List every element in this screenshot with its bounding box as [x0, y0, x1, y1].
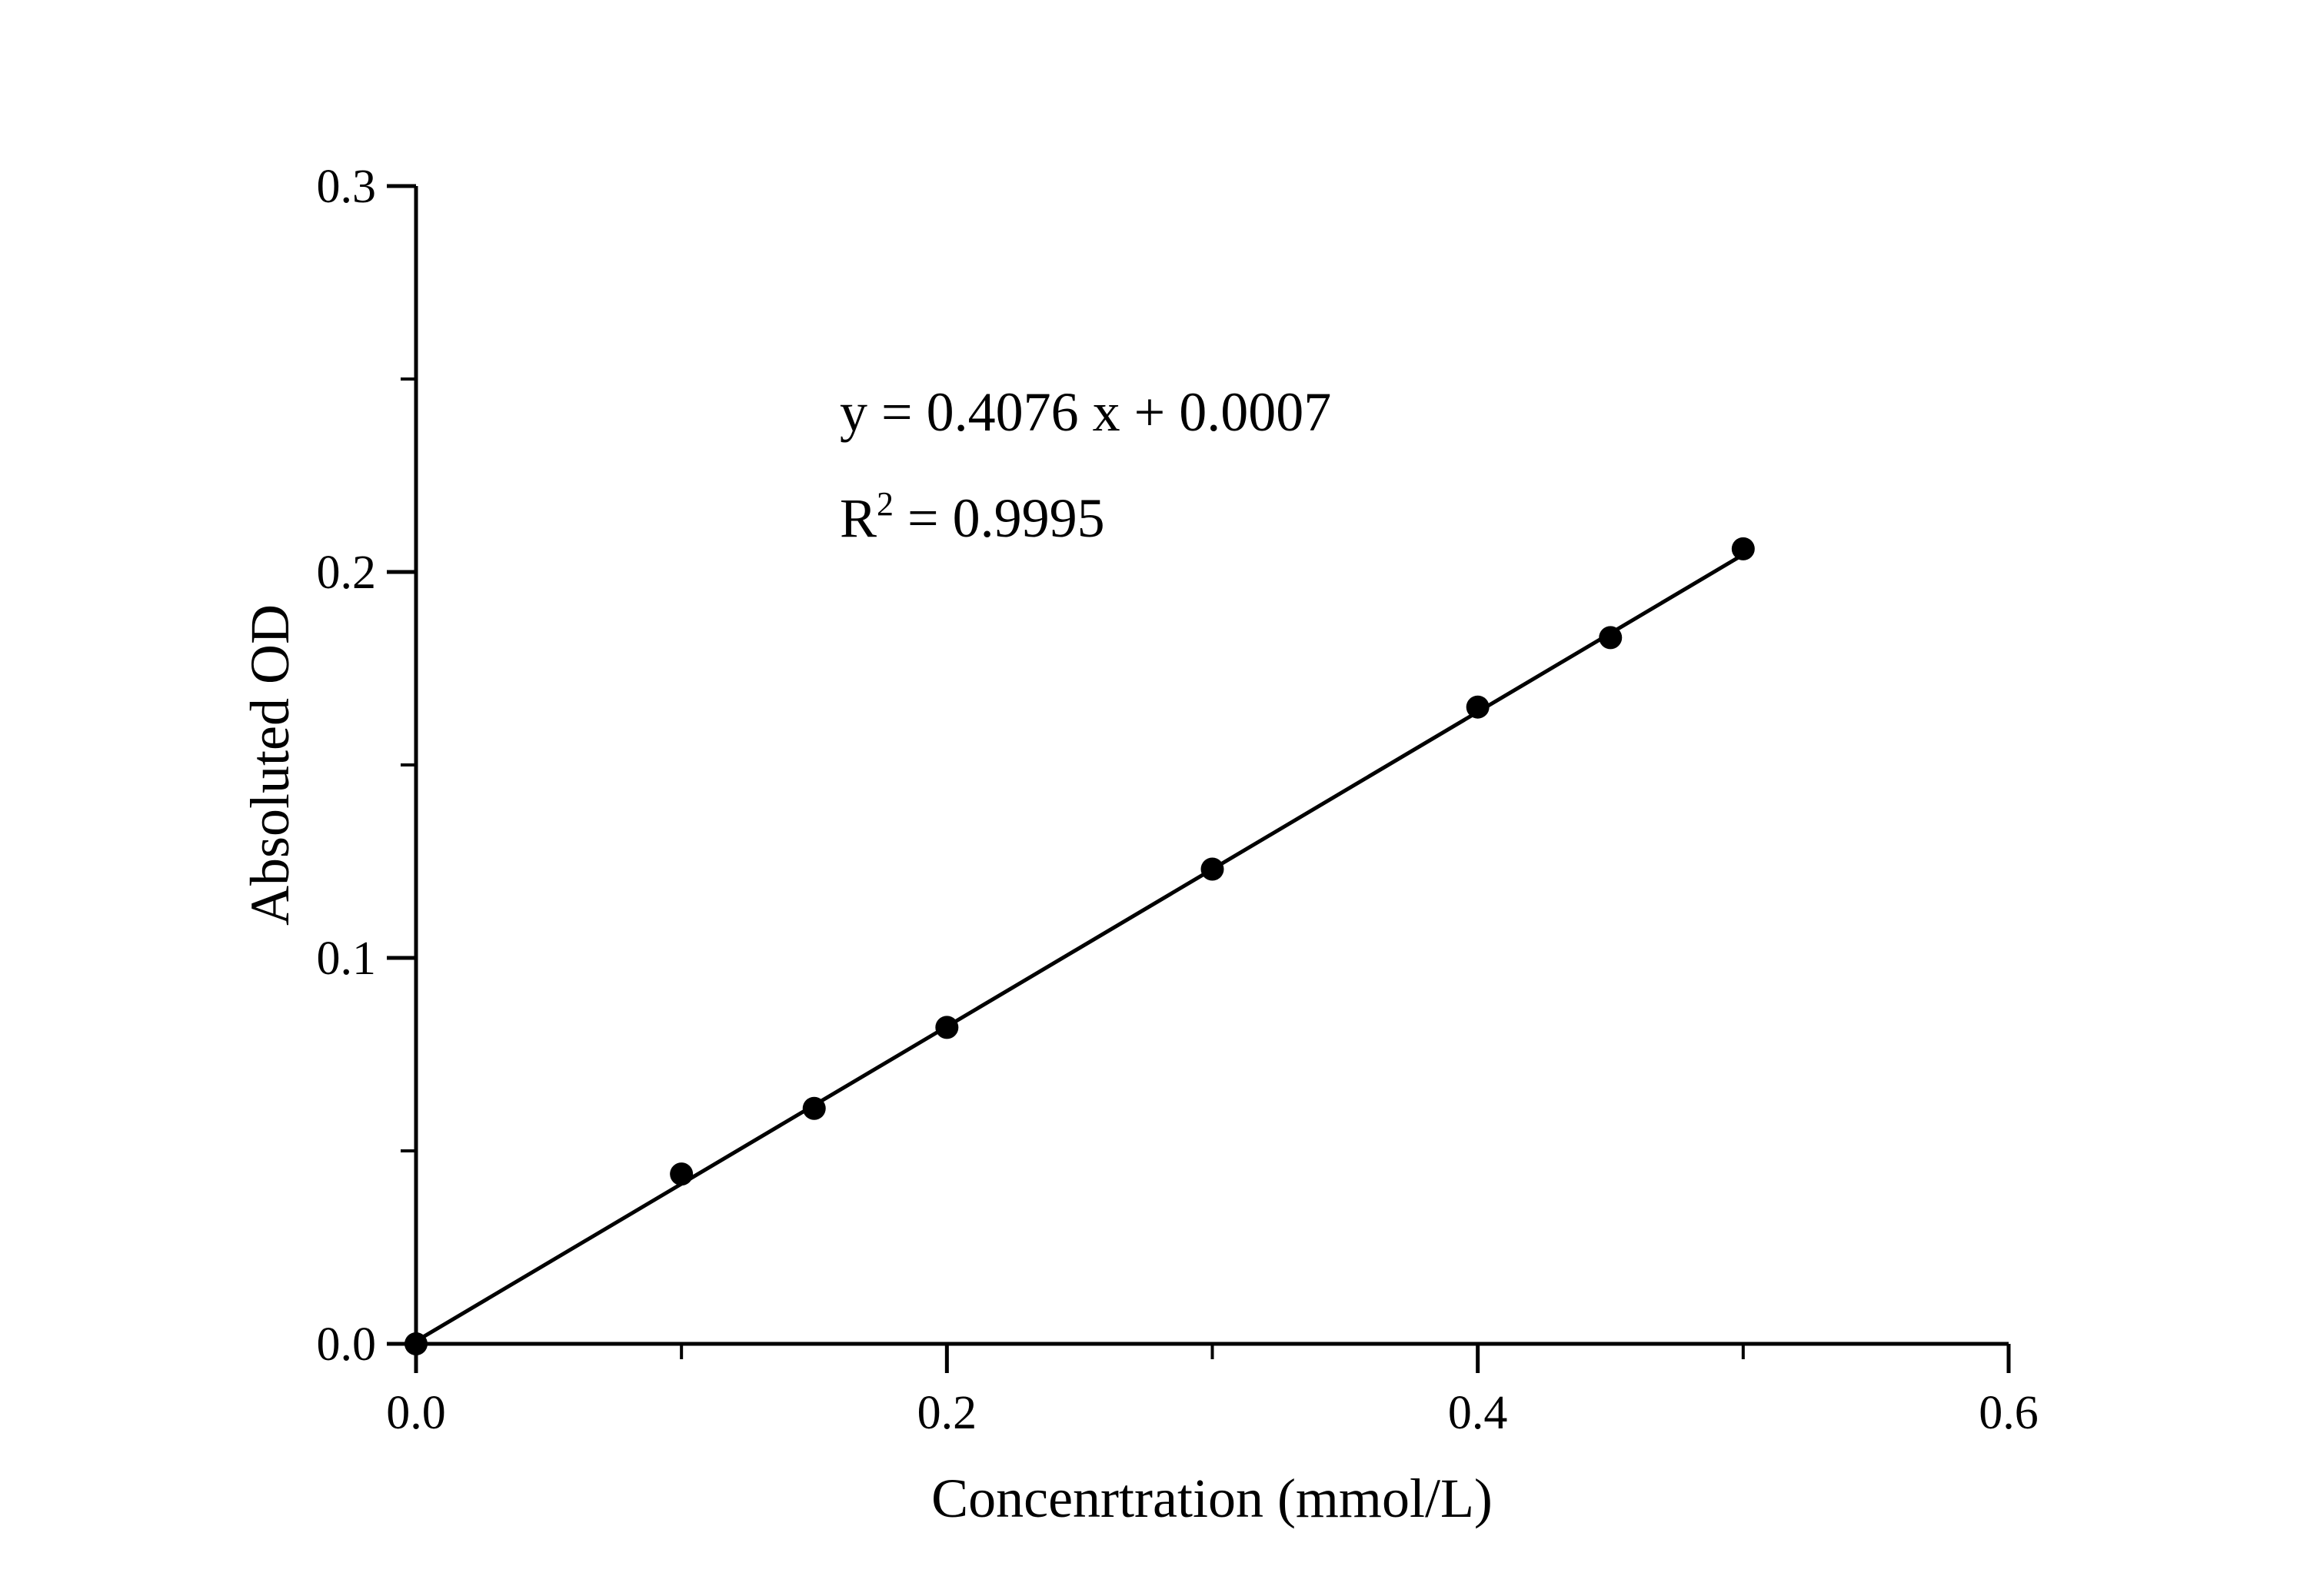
r-squared-annotation: R2 = 0.9995: [840, 485, 1105, 549]
axes: [414, 186, 2009, 1346]
data-point: [802, 1096, 826, 1120]
ticks: 0.0 0.2 0.4 0.6 0.0 0.1 0.2 0.3: [317, 161, 2039, 1439]
data-point: [1599, 626, 1623, 650]
data-point: [1200, 857, 1224, 881]
x-tick-label: 0.4: [1448, 1387, 1508, 1439]
x-tick-label: 0.0: [386, 1387, 446, 1439]
y-tick-label: 0.2: [317, 547, 377, 599]
fit-line-group: [414, 553, 1745, 1343]
data-points: [404, 537, 1755, 1355]
y-tick-label: 0.0: [317, 1318, 377, 1371]
x-tick-label: 0.2: [917, 1387, 977, 1439]
r-squared-value: = 0.9995: [894, 487, 1105, 549]
data-point: [1466, 695, 1490, 719]
y-tick-label: 0.3: [317, 161, 377, 213]
data-point: [404, 1332, 428, 1355]
y-tick-label: 0.1: [317, 933, 377, 985]
r-squared-exponent: 2: [877, 485, 894, 523]
data-point: [670, 1162, 694, 1186]
y-axis-title: Absoluted OD: [239, 604, 301, 926]
data-point: [1731, 537, 1755, 560]
linear-fit-line: [414, 553, 1745, 1343]
x-tick-label: 0.6: [1979, 1387, 2039, 1439]
data-point: [935, 1016, 959, 1039]
x-axis-title: Concenrtration (mmol/L): [931, 1468, 1493, 1529]
equation-annotation: y = 0.4076 x + 0.0007: [840, 381, 1331, 443]
r-squared-prefix: R: [840, 487, 877, 549]
